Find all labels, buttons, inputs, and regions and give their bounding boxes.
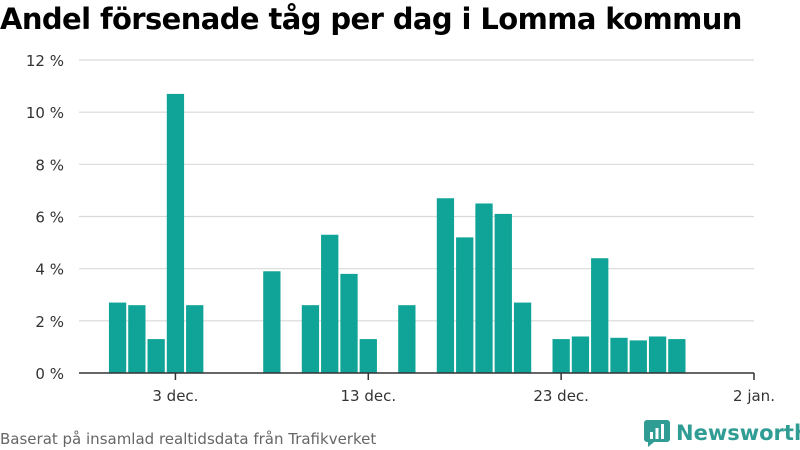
x-tick-label: 13 dec. <box>340 387 396 405</box>
brand-name: Newsworthy <box>676 421 800 445</box>
bar <box>108 302 127 373</box>
chart-title: Andel försenade tåg per dag i Lomma komm… <box>0 2 742 36</box>
bar <box>147 339 165 373</box>
bar <box>648 336 667 373</box>
bar <box>166 93 185 373</box>
brand-logo: Newsworthy <box>644 419 800 447</box>
bar <box>321 234 339 373</box>
axes: 0 % 2 % 4 % 6 % 8 % 10 % 12 % 3 dec. 13 dec. 23 d… <box>26 52 775 405</box>
bar <box>668 339 686 373</box>
y-tick-label: 0 % <box>35 365 64 383</box>
bar <box>186 305 204 373</box>
bar <box>128 305 146 373</box>
x-tick-label: 3 dec. <box>152 387 198 405</box>
bar <box>591 258 609 373</box>
bar <box>571 336 590 373</box>
bar <box>359 339 377 373</box>
y-tick-label: 12 % <box>26 52 64 70</box>
bars <box>108 93 686 373</box>
y-tick-label: 6 % <box>35 209 64 227</box>
bar <box>301 305 320 373</box>
bar <box>610 337 628 373</box>
newsworthy-logo-icon <box>644 420 670 447</box>
bar <box>494 213 512 373</box>
bar <box>398 305 416 373</box>
y-tick-label: 10 % <box>26 104 64 122</box>
bar <box>513 302 532 373</box>
x-tick-label: 23 dec. <box>533 387 589 405</box>
bar <box>552 339 570 373</box>
bar <box>456 237 474 373</box>
bar <box>436 198 455 373</box>
y-tick-label: 4 % <box>35 261 64 279</box>
bar <box>263 271 281 373</box>
bar <box>340 273 358 373</box>
bar <box>475 203 493 373</box>
x-tick-label: 2 jan. <box>733 387 775 405</box>
y-tick-label: 8 % <box>35 156 64 174</box>
bar <box>629 340 647 373</box>
source-note: Baserat på insamlad realtidsdata från Tr… <box>0 430 377 448</box>
y-tick-label: 2 % <box>35 313 64 331</box>
